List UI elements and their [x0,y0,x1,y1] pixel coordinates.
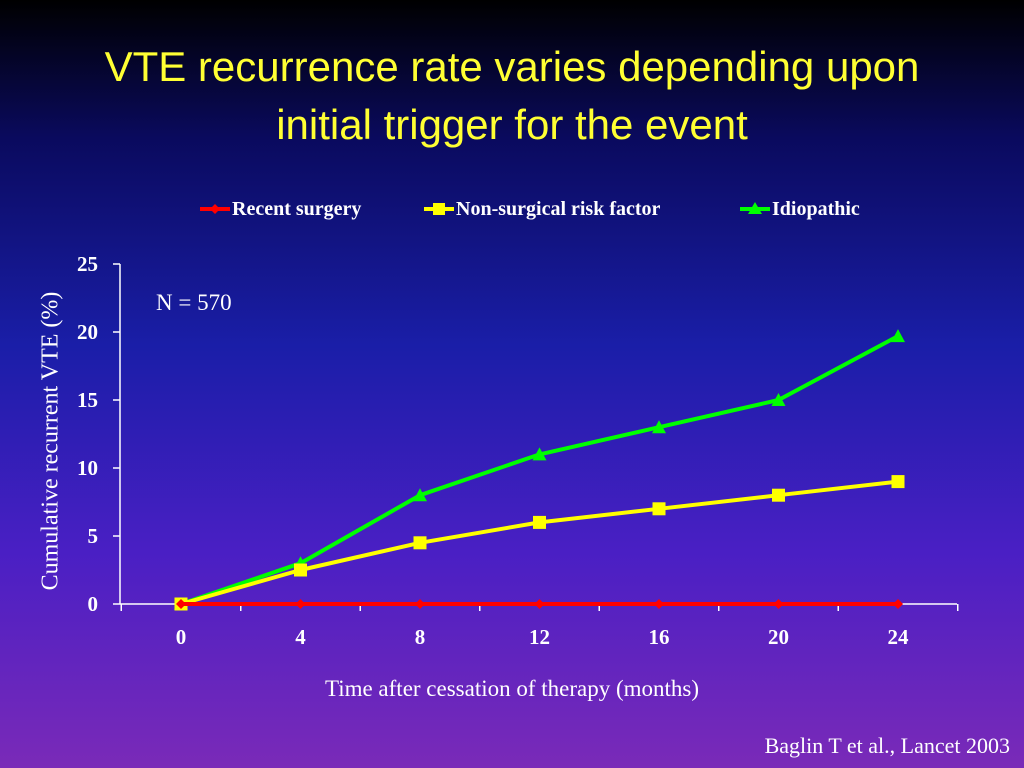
x-tick-label-16: 16 [649,625,670,649]
y-tick-label-5: 5 [88,524,99,548]
point-recent-surgery-12 [534,599,545,609]
x-tick-label-12: 12 [529,625,550,649]
y-tick-label-20: 20 [77,320,98,344]
legend-item-idiopathic: Idiopathic [740,196,860,222]
y-tick-label-25: 25 [77,252,98,276]
point-idiopathic-12 [532,447,547,461]
legend-swatch-non-surgical [424,203,454,215]
x-axis-label: Time after cessation of therapy (months) [324,676,700,701]
point-non-surgical-risk-factor-12 [533,515,546,529]
point-recent-surgery-20 [773,599,784,609]
citation: Baglin T et al., Lancet 2003 [764,733,1010,758]
legend-label-recent-surgery: Recent surgery [232,197,362,220]
point-idiopathic-24 [891,329,905,343]
point-idiopathic-20 [771,393,786,406]
x-tick-label-20: 20 [768,625,789,649]
point-non-surgical-risk-factor-8 [413,536,427,550]
legend-label-idiopathic: Idiopathic [772,197,860,220]
point-recent-surgery-16 [654,599,664,609]
legend-label-non-surgical: Non-surgical risk factor [456,197,661,220]
point-recent-surgery-4 [295,599,306,609]
point-recent-surgery-24 [893,599,903,609]
point-non-surgical-risk-factor-24 [891,475,905,489]
legend-swatch-idiopathic [740,202,770,214]
legend-swatch-recent-surgery [200,204,230,214]
slide-title-line-2: initial trigger for the event [276,101,748,148]
y-tick-label-0: 0 [88,592,99,616]
point-idiopathic-8 [413,488,427,502]
series-line-idiopathic [180,334,899,606]
point-idiopathic-16 [652,420,666,434]
x-tick-label-0: 0 [176,625,187,649]
series-line-non-surgical-risk-factor [180,479,899,606]
point-non-surgical-risk-factor-4 [294,563,307,577]
legend-item-recent-surgery: Recent surgery [200,196,361,222]
slide-title-line-1: VTE recurrence rate varies depending upo… [104,43,920,90]
point-recent-surgery-8 [415,599,425,609]
y-axis-label: Cumulative recurrent VTE (%) [37,291,64,591]
point-non-surgical-risk-factor-16 [652,502,666,516]
slide-title: VTE recurrence rate varies depending upo… [0,38,1024,154]
point-non-surgical-risk-factor-20 [772,488,785,502]
point-recent-surgery-0 [176,599,186,609]
x-tick-label-24: 24 [888,625,910,649]
y-tick-label-10: 10 [77,456,98,480]
sample-size-annotation: N = 570 [156,290,232,315]
y-tick-label-15: 15 [77,388,98,412]
legend-item-non-surgical: Non-surgical risk factor [424,196,660,222]
x-tick-label-8: 8 [415,625,426,649]
x-tick-label-4: 4 [295,625,306,649]
chart-legend: Recent surgery Non-surgical risk factor … [0,196,1024,222]
